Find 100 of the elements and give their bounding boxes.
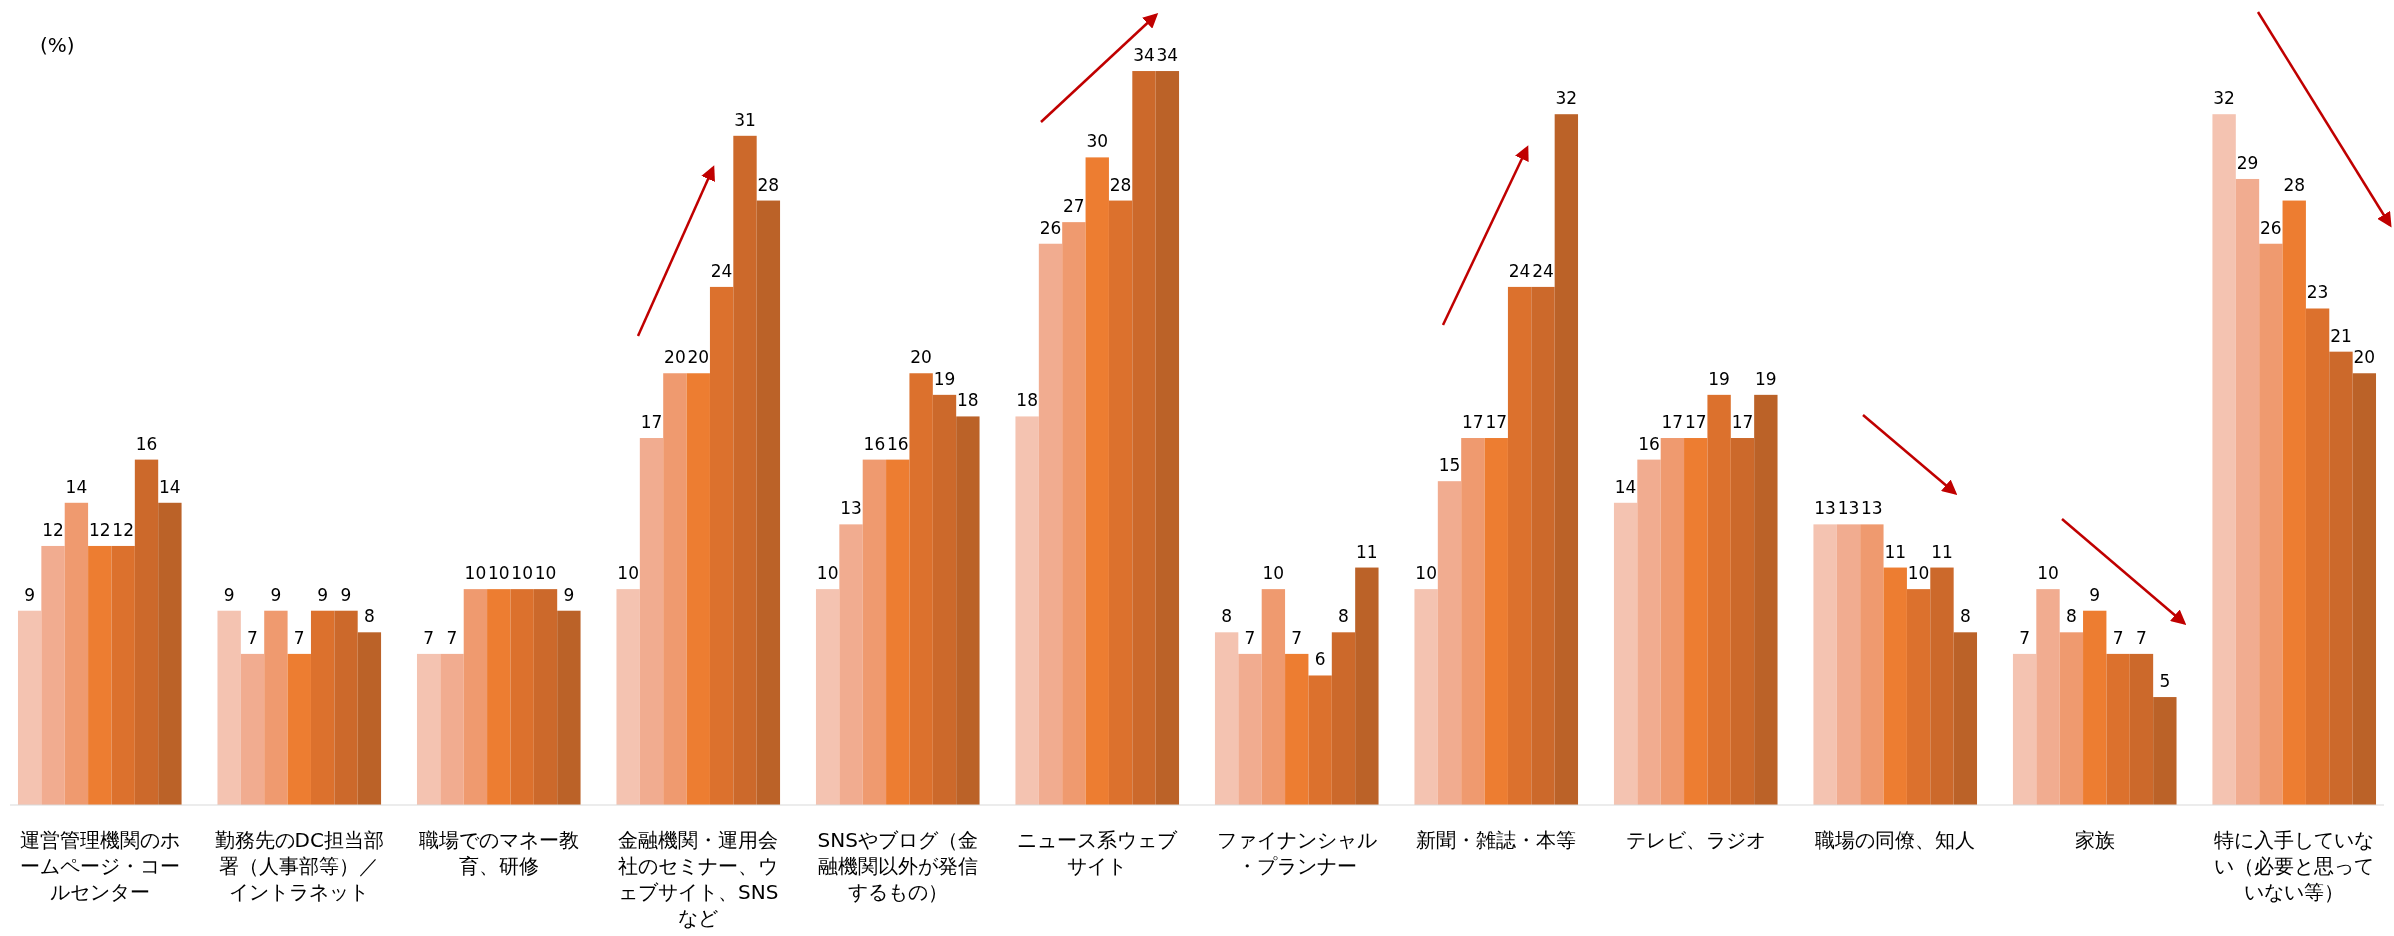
- data-label: 9: [223, 584, 235, 605]
- data-label: 8: [1959, 606, 1971, 627]
- data-label: 8: [2065, 606, 2077, 627]
- bar: [909, 373, 933, 805]
- bar: [1331, 632, 1356, 805]
- bar: [733, 135, 757, 805]
- bar: [1132, 71, 1156, 805]
- data-label: 7: [423, 627, 435, 648]
- data-label: 24: [1532, 260, 1554, 281]
- bar: [2129, 653, 2154, 805]
- bar: [240, 653, 265, 805]
- bar: [1062, 222, 1086, 805]
- data-label: 16: [863, 433, 886, 454]
- data-label: 34: [1133, 45, 1155, 66]
- data-label: 17: [1684, 412, 1707, 433]
- data-label: 16: [886, 433, 909, 454]
- bar: [2305, 308, 2330, 805]
- data-label: 8: [1221, 606, 1233, 627]
- bar: [310, 610, 335, 805]
- bar: [1038, 243, 1063, 805]
- data-label: 32: [1555, 88, 1578, 109]
- bar: [557, 610, 581, 805]
- data-label: 18: [957, 390, 979, 411]
- data-label: 28: [757, 174, 780, 195]
- bar: [1484, 438, 1508, 805]
- data-label: 10: [487, 563, 510, 584]
- data-label: 26: [1039, 217, 1062, 238]
- data-label: 9: [563, 584, 575, 605]
- bar: [463, 589, 488, 805]
- data-label: 10: [534, 563, 557, 584]
- bar: [686, 373, 710, 805]
- bar: [886, 459, 910, 805]
- bar: [1531, 286, 1555, 805]
- data-label: 16: [1638, 433, 1660, 454]
- bar: [616, 589, 640, 805]
- data-label: 10: [617, 563, 639, 584]
- data-label: 14: [1614, 476, 1637, 497]
- data-label: 23: [2306, 282, 2329, 303]
- data-label: 12: [112, 519, 134, 540]
- bar: [334, 610, 358, 805]
- x-tick-label: 金融機関・運用会社のセミナー、ウェブサイト、SNSなど: [618, 828, 779, 930]
- data-label: 14: [159, 476, 181, 497]
- bar: [357, 632, 382, 805]
- bar: [1108, 200, 1133, 805]
- data-label: 7: [293, 627, 305, 648]
- data-label: 7: [1244, 627, 1256, 648]
- data-label: 17: [1462, 412, 1484, 433]
- bar: [1637, 459, 1661, 805]
- data-label: 7: [1291, 627, 1303, 648]
- data-label: 13: [1861, 498, 1883, 519]
- data-label: 7: [2112, 627, 2124, 648]
- bar: [1238, 653, 1262, 805]
- bar: [1684, 438, 1708, 805]
- bar: [17, 610, 42, 805]
- x-tick-label: テレビ、ラジオ: [1625, 828, 1766, 852]
- bar: [2282, 200, 2306, 805]
- bar: [287, 653, 311, 805]
- data-label: 5: [2159, 671, 2171, 692]
- bar: [510, 589, 534, 805]
- data-label: 10: [1907, 563, 1930, 584]
- data-label: 13: [840, 498, 862, 519]
- bar: [1930, 567, 1954, 805]
- data-label: 13: [1814, 498, 1836, 519]
- bar: [416, 653, 441, 805]
- data-label: 8: [1338, 606, 1349, 627]
- bar: [2012, 653, 2037, 805]
- bar: [956, 416, 980, 805]
- bar: [1754, 394, 1778, 805]
- data-label: 8: [363, 606, 375, 627]
- data-label: 7: [247, 627, 258, 648]
- y-axis-title: (%): [40, 33, 75, 57]
- data-label: 24: [1508, 260, 1531, 281]
- data-label: 7: [446, 627, 458, 648]
- data-label: 11: [1356, 541, 1378, 562]
- bar: [1461, 438, 1485, 805]
- bar: [1660, 438, 1685, 805]
- data-label: 9: [317, 584, 329, 605]
- bar: [1554, 114, 1579, 805]
- data-label: 17: [640, 412, 663, 433]
- data-label: 17: [1485, 412, 1508, 433]
- data-label: 14: [65, 476, 88, 497]
- data-label: 10: [816, 563, 839, 584]
- data-label: 28: [2283, 174, 2306, 195]
- bar: [134, 459, 159, 805]
- bar: [1730, 438, 1755, 805]
- data-label: 20: [687, 347, 710, 368]
- x-tick-label: 特に入手していない（必要と思っていない等）: [2214, 828, 2375, 904]
- bar: [1883, 567, 1907, 805]
- bar: [2083, 610, 2107, 805]
- data-label: 26: [2260, 217, 2282, 238]
- data-label: 11: [1884, 541, 1907, 562]
- bar: [1953, 632, 1978, 805]
- bar: [2259, 243, 2283, 805]
- data-label: 24: [710, 260, 733, 281]
- data-label: 10: [1262, 563, 1285, 584]
- bar: [64, 502, 89, 805]
- bar: [1813, 524, 1837, 805]
- bar: [1285, 653, 1309, 805]
- bar: [1507, 286, 1532, 805]
- data-label: 29: [2236, 152, 2259, 173]
